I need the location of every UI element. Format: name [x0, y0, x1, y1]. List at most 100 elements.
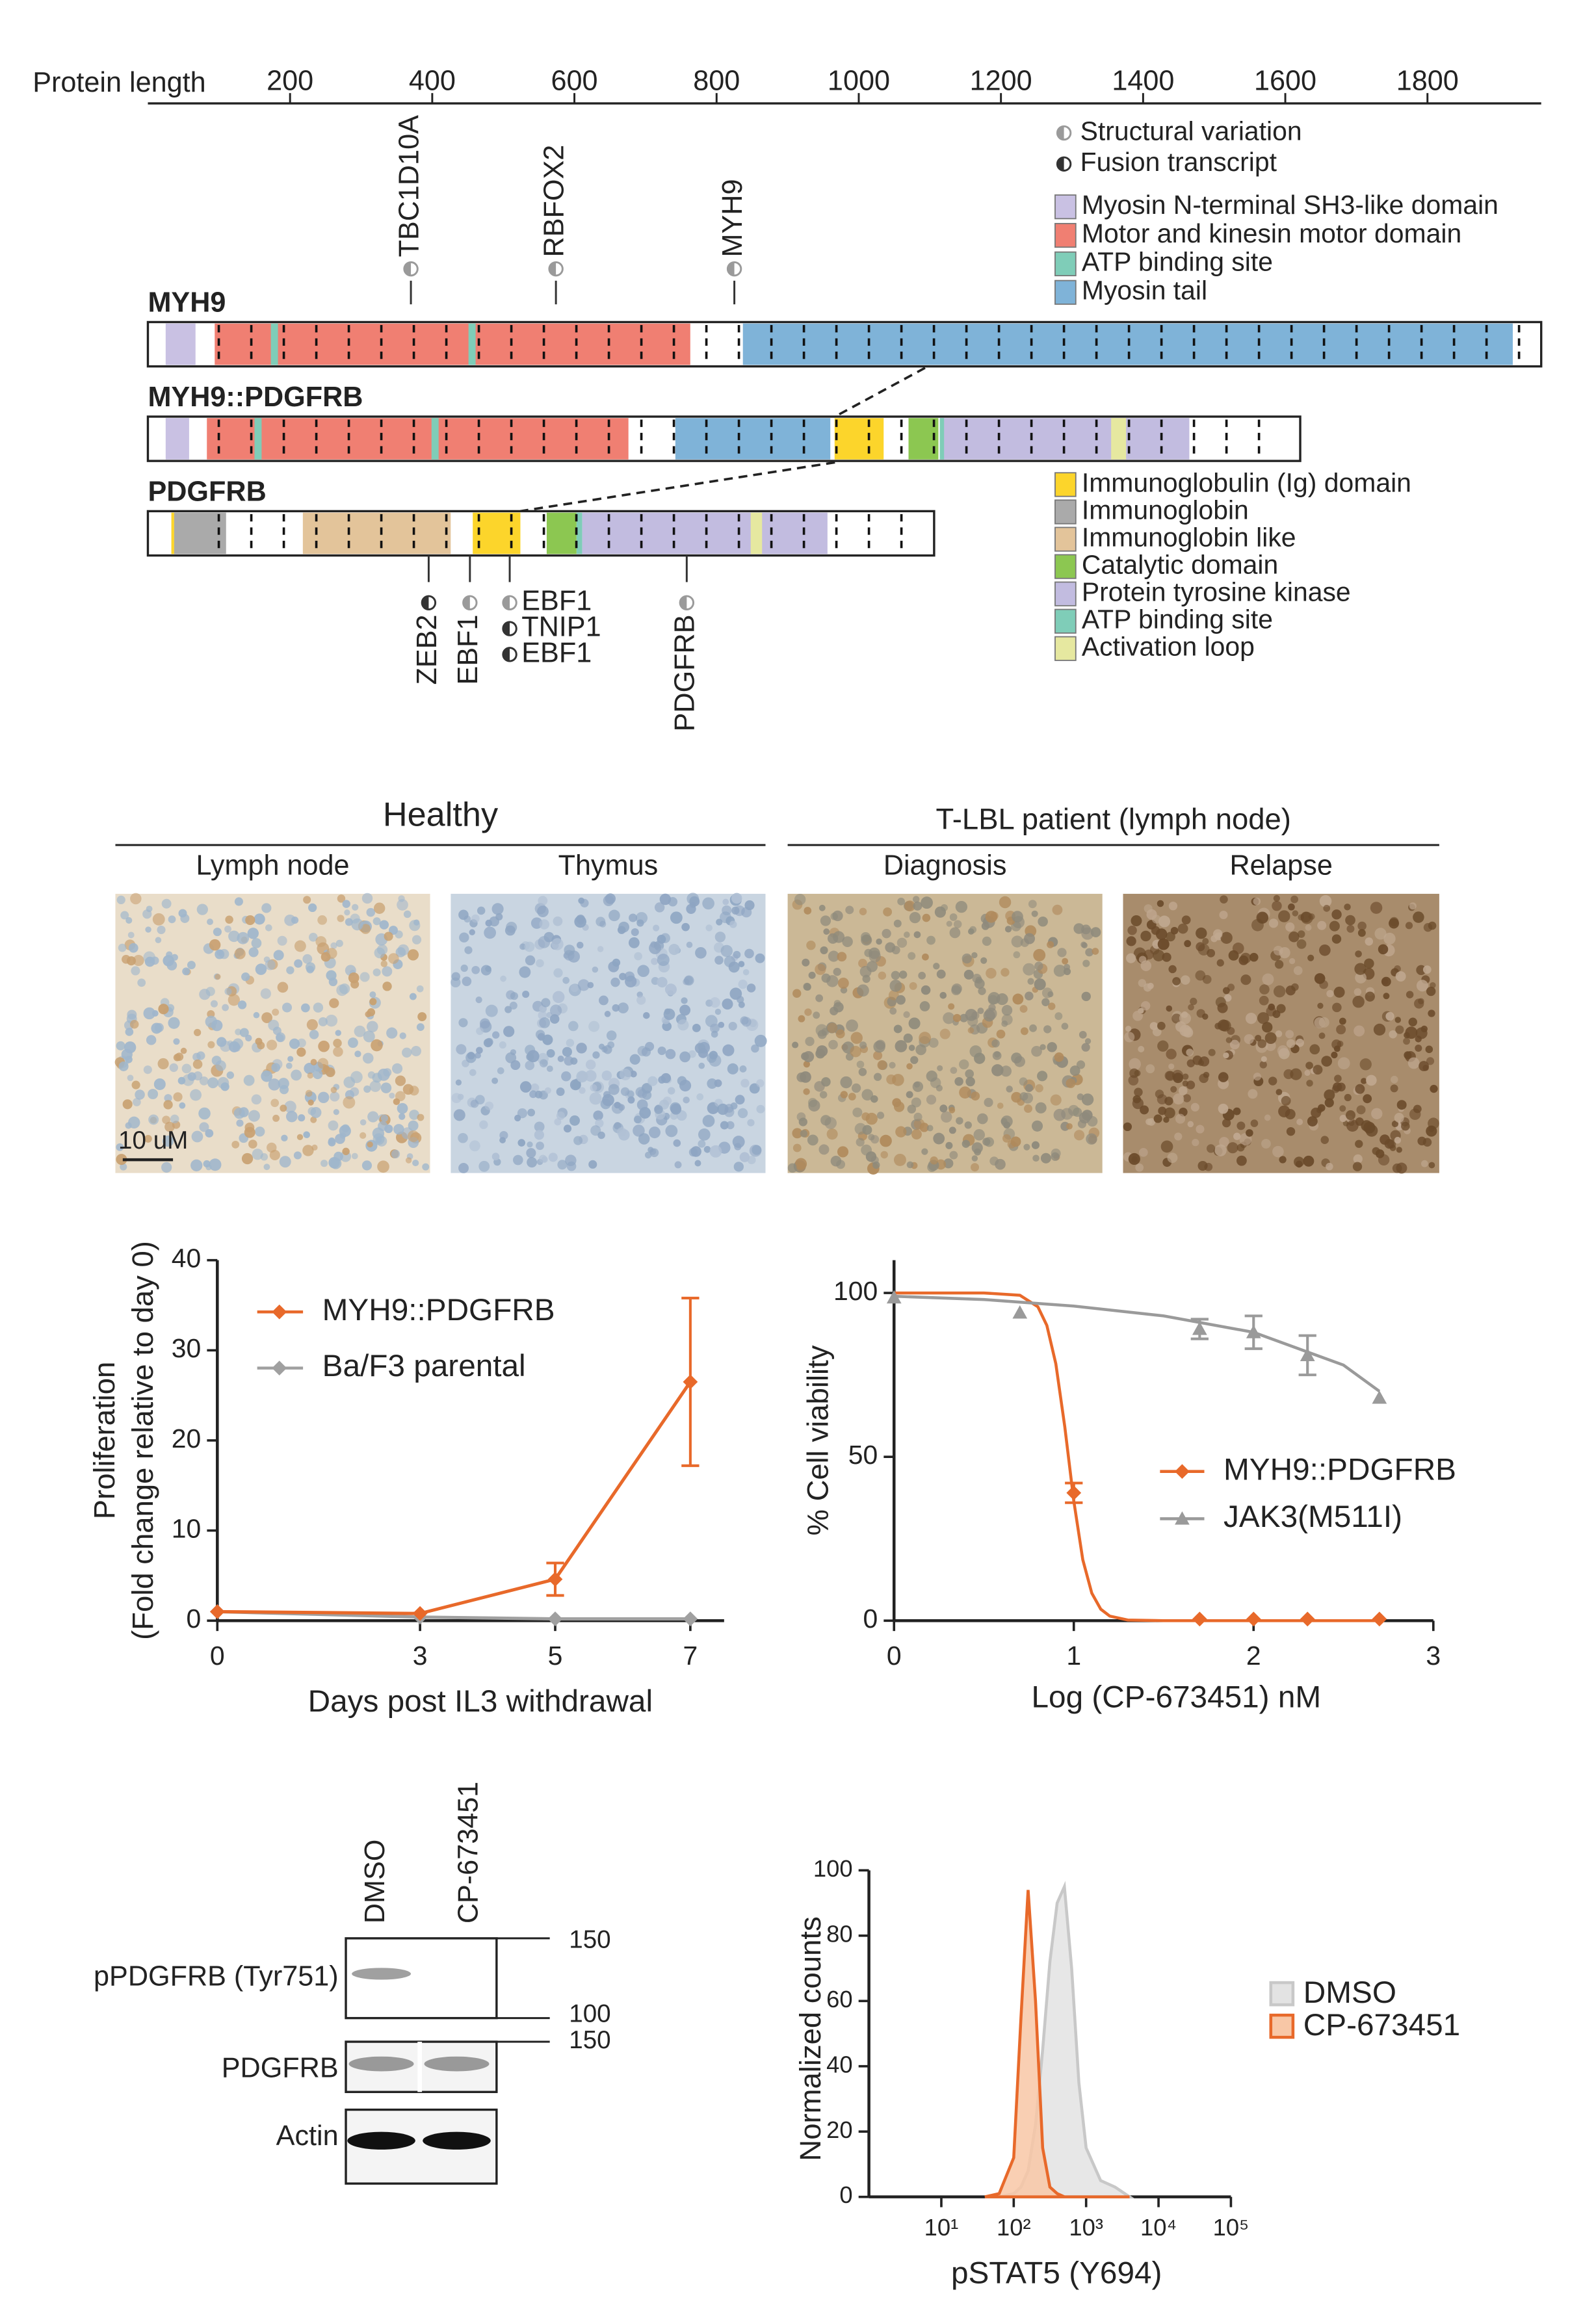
cell [926, 935, 935, 945]
cell [1223, 994, 1232, 1002]
cell [118, 1061, 129, 1071]
legend-label: MYH9::PDGFRB [322, 1293, 555, 1327]
cell [835, 1029, 845, 1039]
cell [893, 1101, 905, 1112]
cell [302, 954, 313, 964]
cell [375, 1136, 382, 1143]
cell [1165, 1071, 1175, 1081]
cell [1158, 915, 1171, 928]
cell [1031, 1141, 1040, 1149]
cell [1047, 1042, 1057, 1052]
cell [342, 1147, 350, 1156]
cell [483, 1038, 493, 1048]
legend-label: MYH9::PDGFRB [1223, 1452, 1456, 1487]
cell [350, 1087, 360, 1097]
cell [527, 1108, 536, 1117]
cell [939, 991, 947, 999]
cell [600, 1099, 611, 1110]
cell [526, 1052, 534, 1061]
cell [333, 1109, 339, 1115]
cell [469, 929, 475, 935]
cell [1385, 1011, 1394, 1021]
cell [408, 1120, 419, 1131]
cell [1311, 1107, 1322, 1118]
cell [1153, 949, 1165, 961]
cell [634, 952, 642, 961]
cell [804, 983, 811, 991]
cell [1157, 1094, 1168, 1105]
histogram-area [984, 1890, 1130, 2198]
lane-label: DMSO [360, 1840, 391, 1924]
cell [694, 1160, 701, 1167]
cell [865, 1112, 878, 1125]
cell [1257, 1039, 1266, 1048]
cell [906, 1063, 913, 1070]
cell [224, 987, 232, 995]
cell [1034, 961, 1043, 970]
cell [1019, 1077, 1028, 1086]
cell [301, 1003, 310, 1013]
cell [366, 1021, 378, 1033]
marker [1192, 1611, 1207, 1627]
cell [974, 1148, 982, 1156]
cell [412, 935, 422, 944]
cell [1170, 1086, 1177, 1093]
cell [802, 958, 810, 967]
cell [906, 1091, 913, 1099]
cell [1157, 900, 1164, 907]
cell [840, 1091, 848, 1099]
cell [284, 1100, 296, 1113]
cell [1389, 1030, 1397, 1039]
cell [1139, 1147, 1148, 1157]
legend-label: DMSO [1303, 1975, 1396, 2010]
cell [1166, 1048, 1177, 1060]
cell [922, 953, 929, 961]
legend-swatch [1054, 554, 1077, 579]
cell [1001, 968, 1010, 977]
cell [889, 1061, 896, 1069]
cell [241, 972, 250, 982]
cell [1371, 1108, 1383, 1119]
cell [303, 1131, 311, 1138]
cell [1033, 948, 1046, 961]
cell [911, 1129, 922, 1139]
cell [405, 1157, 412, 1164]
cell [1145, 1064, 1155, 1074]
cell [878, 971, 887, 980]
cell [116, 1143, 124, 1151]
cell [1126, 953, 1136, 963]
cell [644, 1151, 652, 1159]
cell [1286, 1126, 1296, 1136]
cell [840, 1076, 852, 1089]
cell [648, 1126, 661, 1139]
cell [943, 1158, 954, 1169]
cell [823, 928, 830, 935]
cell [683, 975, 694, 986]
cell [133, 954, 144, 967]
cell [1307, 954, 1315, 961]
cell [1012, 993, 1024, 1005]
cell [131, 966, 140, 976]
cell [310, 1059, 317, 1065]
cell [962, 1139, 971, 1148]
cell [1196, 927, 1207, 939]
cell [1140, 930, 1151, 942]
cell [526, 1148, 536, 1158]
cell [525, 955, 536, 966]
cell [285, 1110, 298, 1123]
cell [751, 1044, 759, 1053]
cell [1190, 997, 1197, 1006]
cell [996, 993, 1008, 1006]
cell [1013, 951, 1021, 959]
tick-label: 1800 [1396, 66, 1459, 97]
cell [241, 1152, 254, 1165]
cell [1324, 1089, 1335, 1100]
cell [391, 1063, 403, 1074]
cell [226, 1071, 235, 1079]
cell [851, 1083, 861, 1093]
cell [335, 939, 343, 947]
cell [313, 1069, 323, 1080]
cell [1415, 1044, 1422, 1052]
cell [639, 1106, 651, 1119]
cell [670, 911, 683, 924]
